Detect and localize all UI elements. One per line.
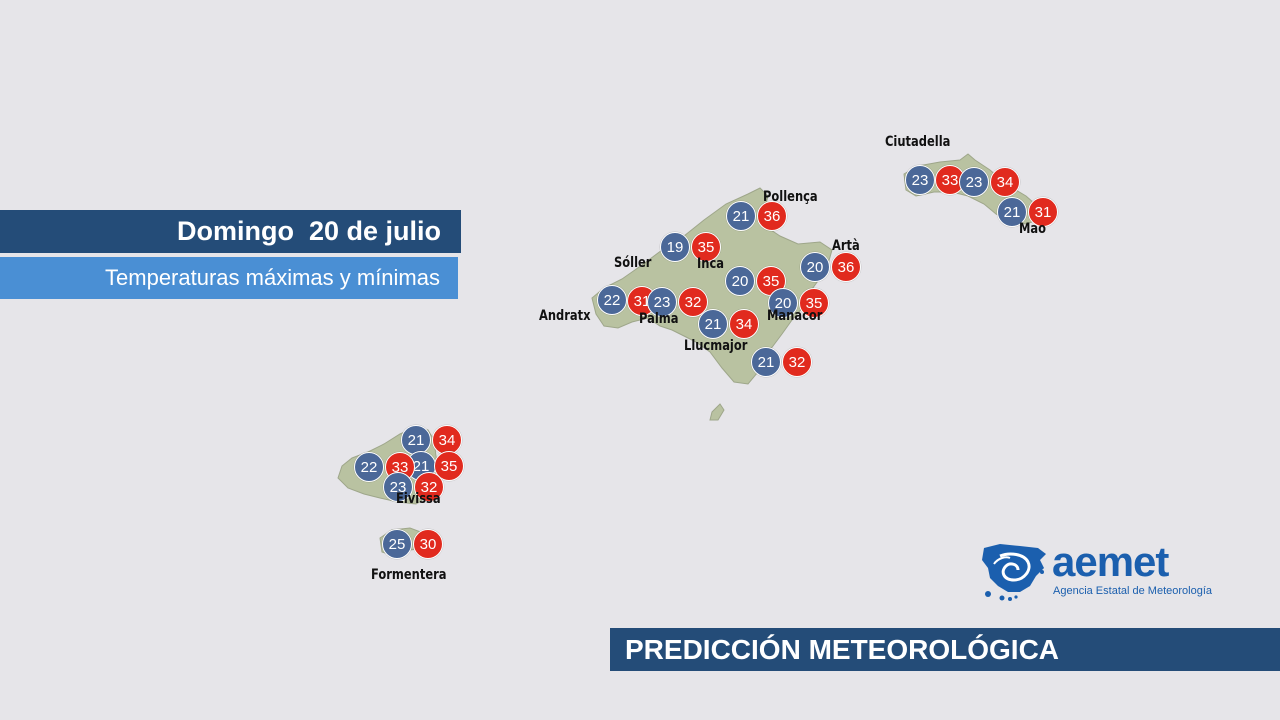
min-temp-arta: 20 bbox=[800, 252, 830, 282]
prediction-title: PREDICCIÓN METEOROLÓGICA bbox=[625, 633, 1060, 665]
max-temp-manacor: 35 bbox=[799, 288, 829, 318]
max-temp-formentera: 30 bbox=[413, 529, 443, 559]
aemet-subtitle: Agencia Estatal de Meteorología bbox=[1053, 585, 1212, 597]
min-temp-ciutadella: 23 bbox=[905, 165, 935, 195]
min-temp-inca-north: 19 bbox=[660, 232, 690, 262]
max-temp-arta: 36 bbox=[831, 252, 861, 282]
aemet-spain-logo-icon bbox=[982, 544, 1046, 601]
place-label-mao: Mao bbox=[1019, 221, 1047, 237]
min-temp-center: 20 bbox=[725, 266, 755, 296]
place-label-ciutadella: Ciutadella bbox=[885, 134, 951, 150]
place-label-arta: Artà bbox=[832, 238, 860, 254]
max-temp-pollenca: 36 bbox=[757, 201, 787, 231]
forecast-date-banner: Domingo 20 de julio bbox=[0, 210, 461, 253]
max-temp-menorca-center: 34 bbox=[990, 167, 1020, 197]
min-temp-menorca-center: 23 bbox=[959, 167, 989, 197]
place-label-andratx: Andratx bbox=[539, 308, 591, 324]
min-temp-formentera: 25 bbox=[382, 529, 412, 559]
prediction-banner: PREDICCIÓN METEOROLÓGICA bbox=[610, 628, 1280, 671]
place-label-llucmajor: Llucmajor bbox=[684, 338, 748, 354]
place-label-formentera: Formentera bbox=[371, 567, 447, 583]
forecast-subtitle-banner: Temperaturas máximas y mínimas bbox=[0, 257, 458, 299]
aemet-wordmark: aemet bbox=[1052, 538, 1169, 585]
place-label-palma: Palma bbox=[639, 311, 679, 327]
max-temp-inca-north: 35 bbox=[691, 232, 721, 262]
place-label-eivissa: Eivissa bbox=[396, 491, 441, 507]
min-temp-ibiza-north: 21 bbox=[401, 425, 431, 455]
max-temp-llucmajor: 34 bbox=[729, 309, 759, 339]
min-temp-manacor: 20 bbox=[768, 288, 798, 318]
place-label-soller: Sóller bbox=[614, 255, 652, 271]
mallorca-island bbox=[591, 187, 833, 385]
min-temp-eivissa: 23 bbox=[383, 472, 413, 502]
max-temp-ibiza-north: 34 bbox=[432, 425, 462, 455]
max-temp-eivissa: 32 bbox=[414, 472, 444, 502]
min-temp-llucmajor: 21 bbox=[698, 309, 728, 339]
min-temp-palma: 23 bbox=[647, 287, 677, 317]
min-temp-south: 21 bbox=[751, 347, 781, 377]
min-temp-ibiza-west: 22 bbox=[354, 452, 384, 482]
mallorca-islet bbox=[709, 403, 725, 421]
forecast-subtitle: Temperaturas máximas y mínimas bbox=[105, 265, 440, 290]
place-label-inca: Inca bbox=[697, 256, 724, 272]
forecast-date: Domingo 20 de julio bbox=[176, 216, 441, 246]
min-temp-pollenca: 21 bbox=[726, 201, 756, 231]
min-temp-mao: 21 bbox=[997, 197, 1027, 227]
place-label-manacor: Manacor bbox=[767, 308, 823, 324]
aemet-logo: aemet Agencia Estatal de Meteorología bbox=[980, 538, 1220, 604]
min-temp-andratx: 22 bbox=[597, 285, 627, 315]
max-temp-south: 32 bbox=[782, 347, 812, 377]
max-temp-mao: 31 bbox=[1028, 197, 1058, 227]
